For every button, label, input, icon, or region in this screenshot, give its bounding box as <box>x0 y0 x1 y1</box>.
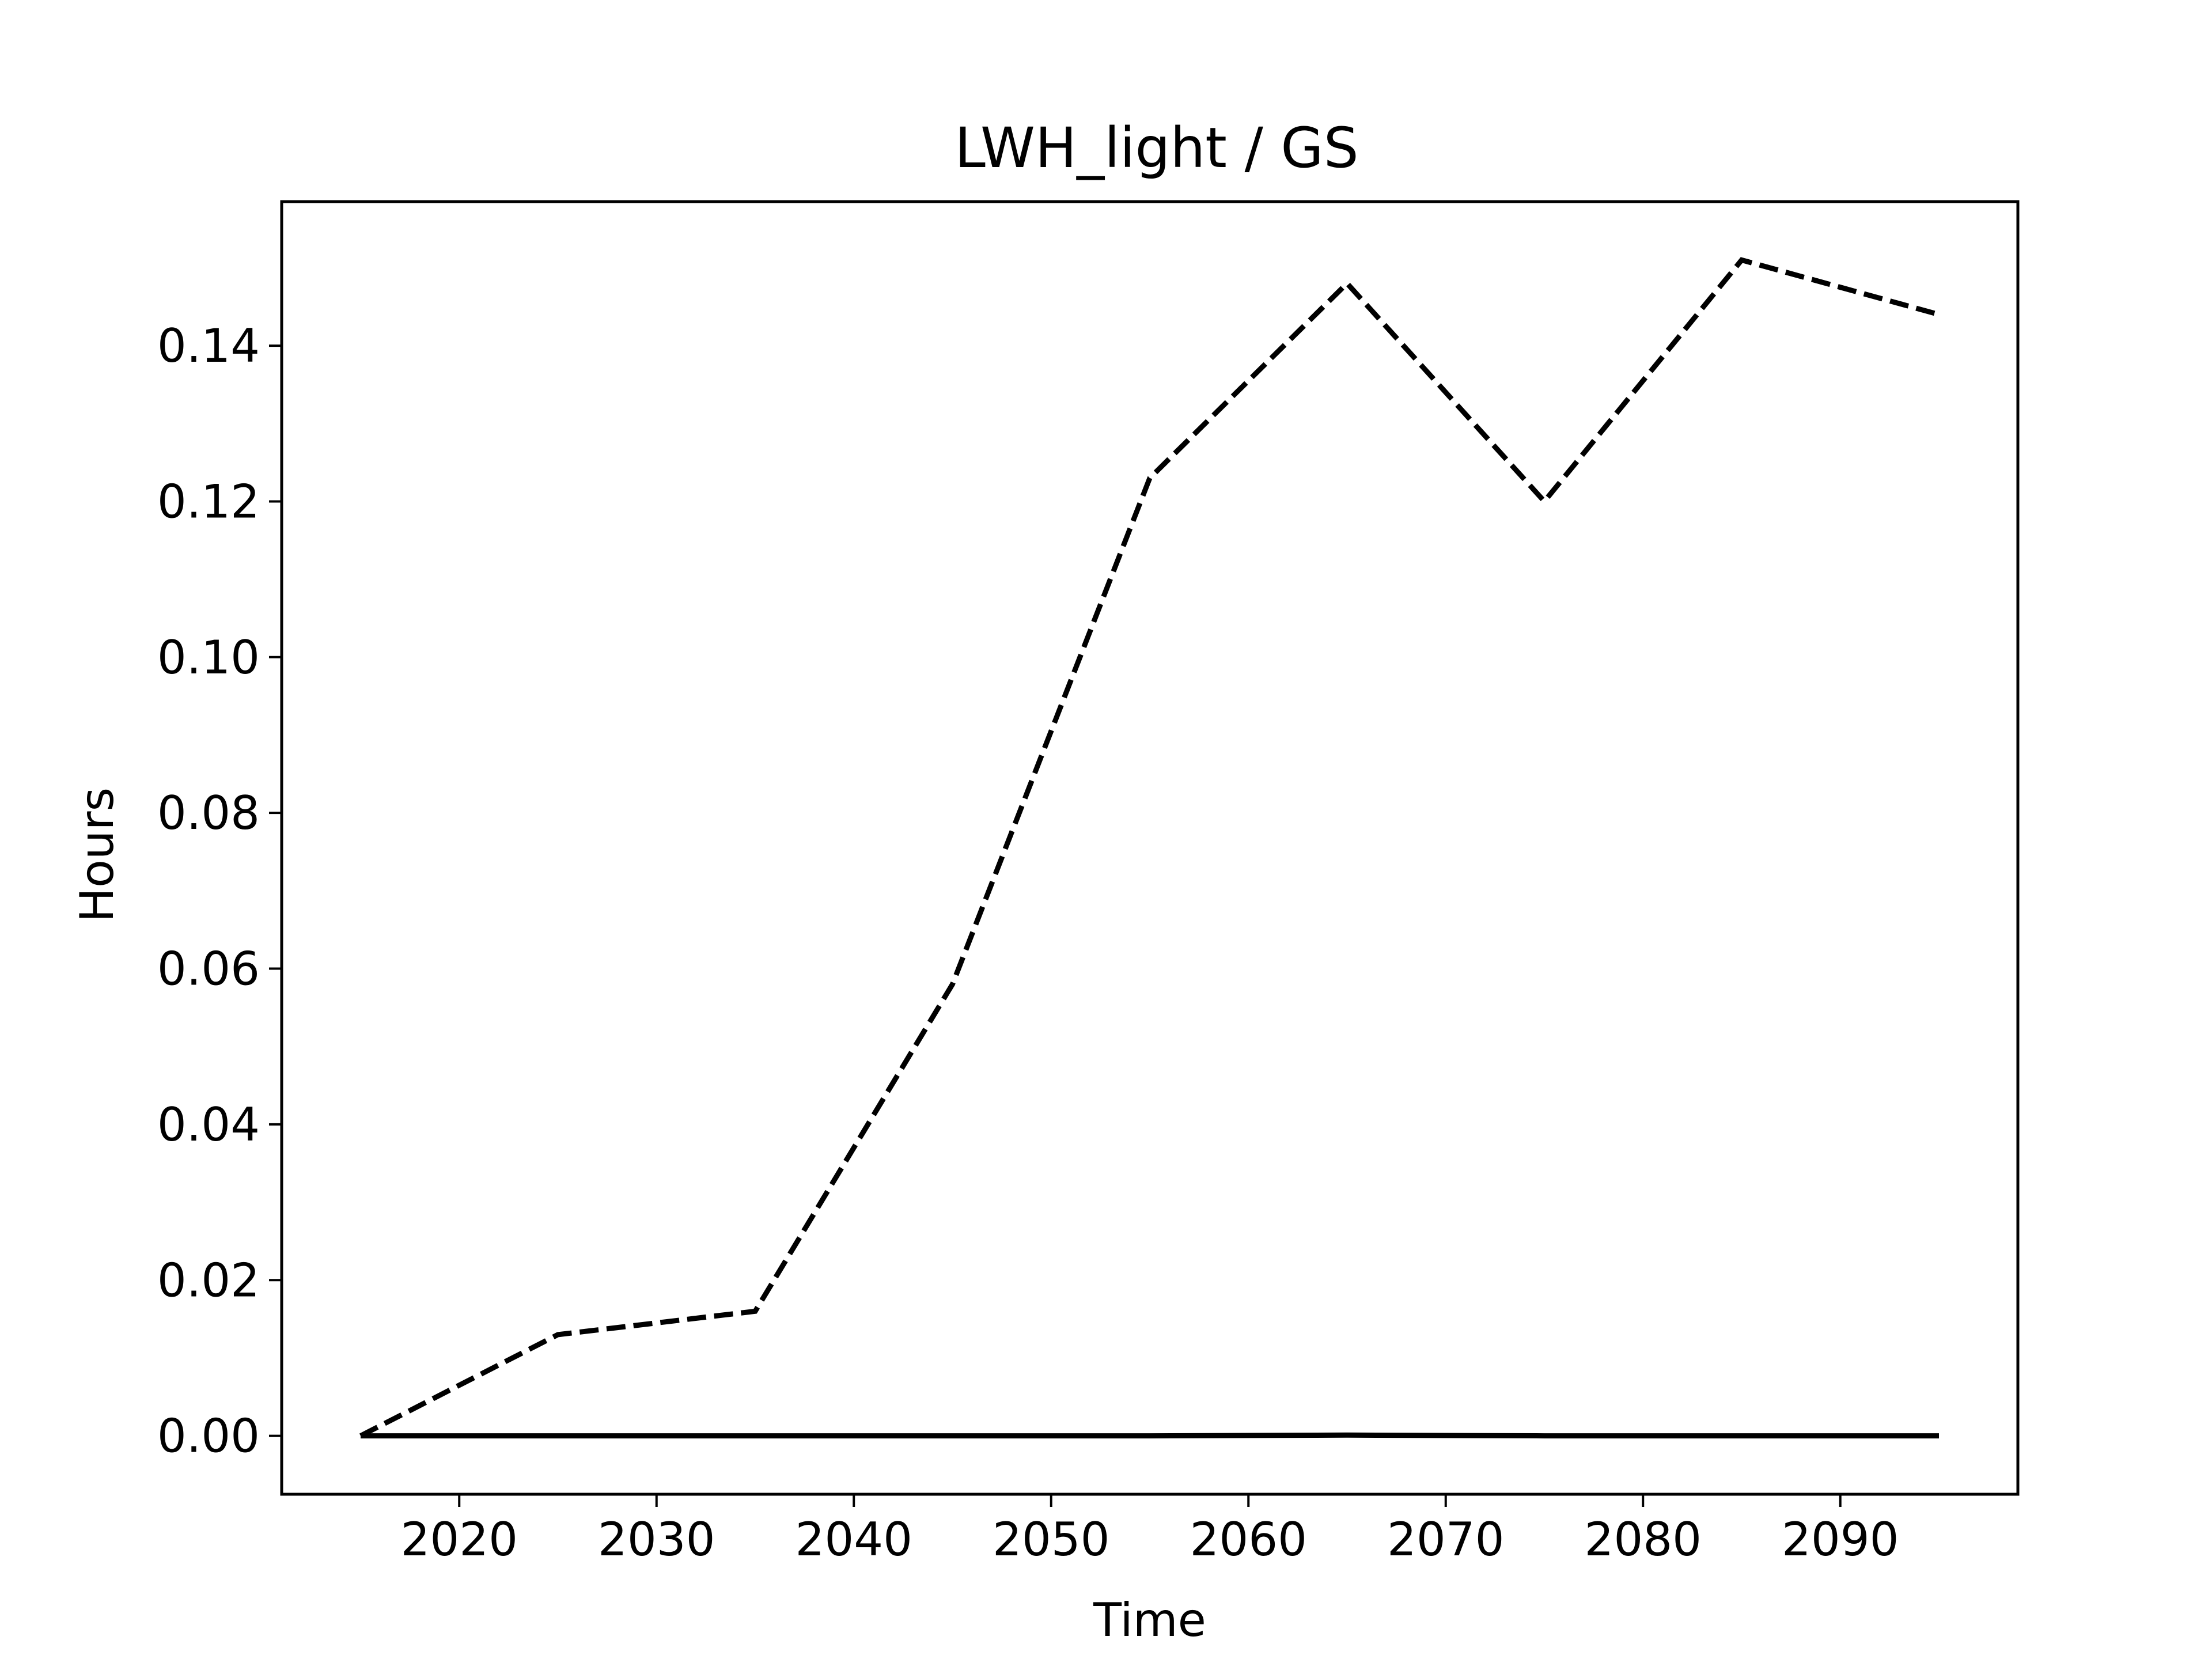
y-tick-label: 0.10 <box>157 631 260 684</box>
y-tick-label: 0.02 <box>157 1253 260 1307</box>
y-tick-label: 0.08 <box>157 786 260 840</box>
x-tick-label: 2070 <box>1387 1513 1505 1566</box>
x-axis: 2020 2030 2040 2050 2060 2070 2080 2090 <box>400 1494 1899 1566</box>
y-axis: 0.00 0.02 0.04 0.06 0.08 0.10 0.12 0.14 <box>157 319 282 1463</box>
plot-frame <box>280 200 2020 1496</box>
y-tick-label: 0.14 <box>157 319 260 373</box>
x-tick-label: 2060 <box>1190 1513 1307 1566</box>
x-axis-label: Time <box>1093 1593 1206 1647</box>
y-axis-label: Hours <box>70 787 124 922</box>
series-line-dashed <box>359 257 1940 1438</box>
x-tick-label: 2090 <box>1782 1513 1899 1566</box>
y-tick-label: 0.00 <box>157 1410 260 1463</box>
x-tick-label: 2080 <box>1584 1513 1702 1566</box>
x-tick-label: 2030 <box>598 1513 715 1566</box>
chart-title: LWH_light / GS <box>955 116 1358 180</box>
y-tick-label: 0.12 <box>157 475 260 528</box>
x-tick-label: 2040 <box>795 1513 912 1566</box>
y-tick-label: 0.06 <box>157 942 260 996</box>
x-tick-label: 2050 <box>993 1513 1110 1566</box>
series-layer <box>359 257 1940 1439</box>
x-tick-label: 2020 <box>400 1513 518 1566</box>
y-tick-label: 0.04 <box>157 1098 260 1152</box>
